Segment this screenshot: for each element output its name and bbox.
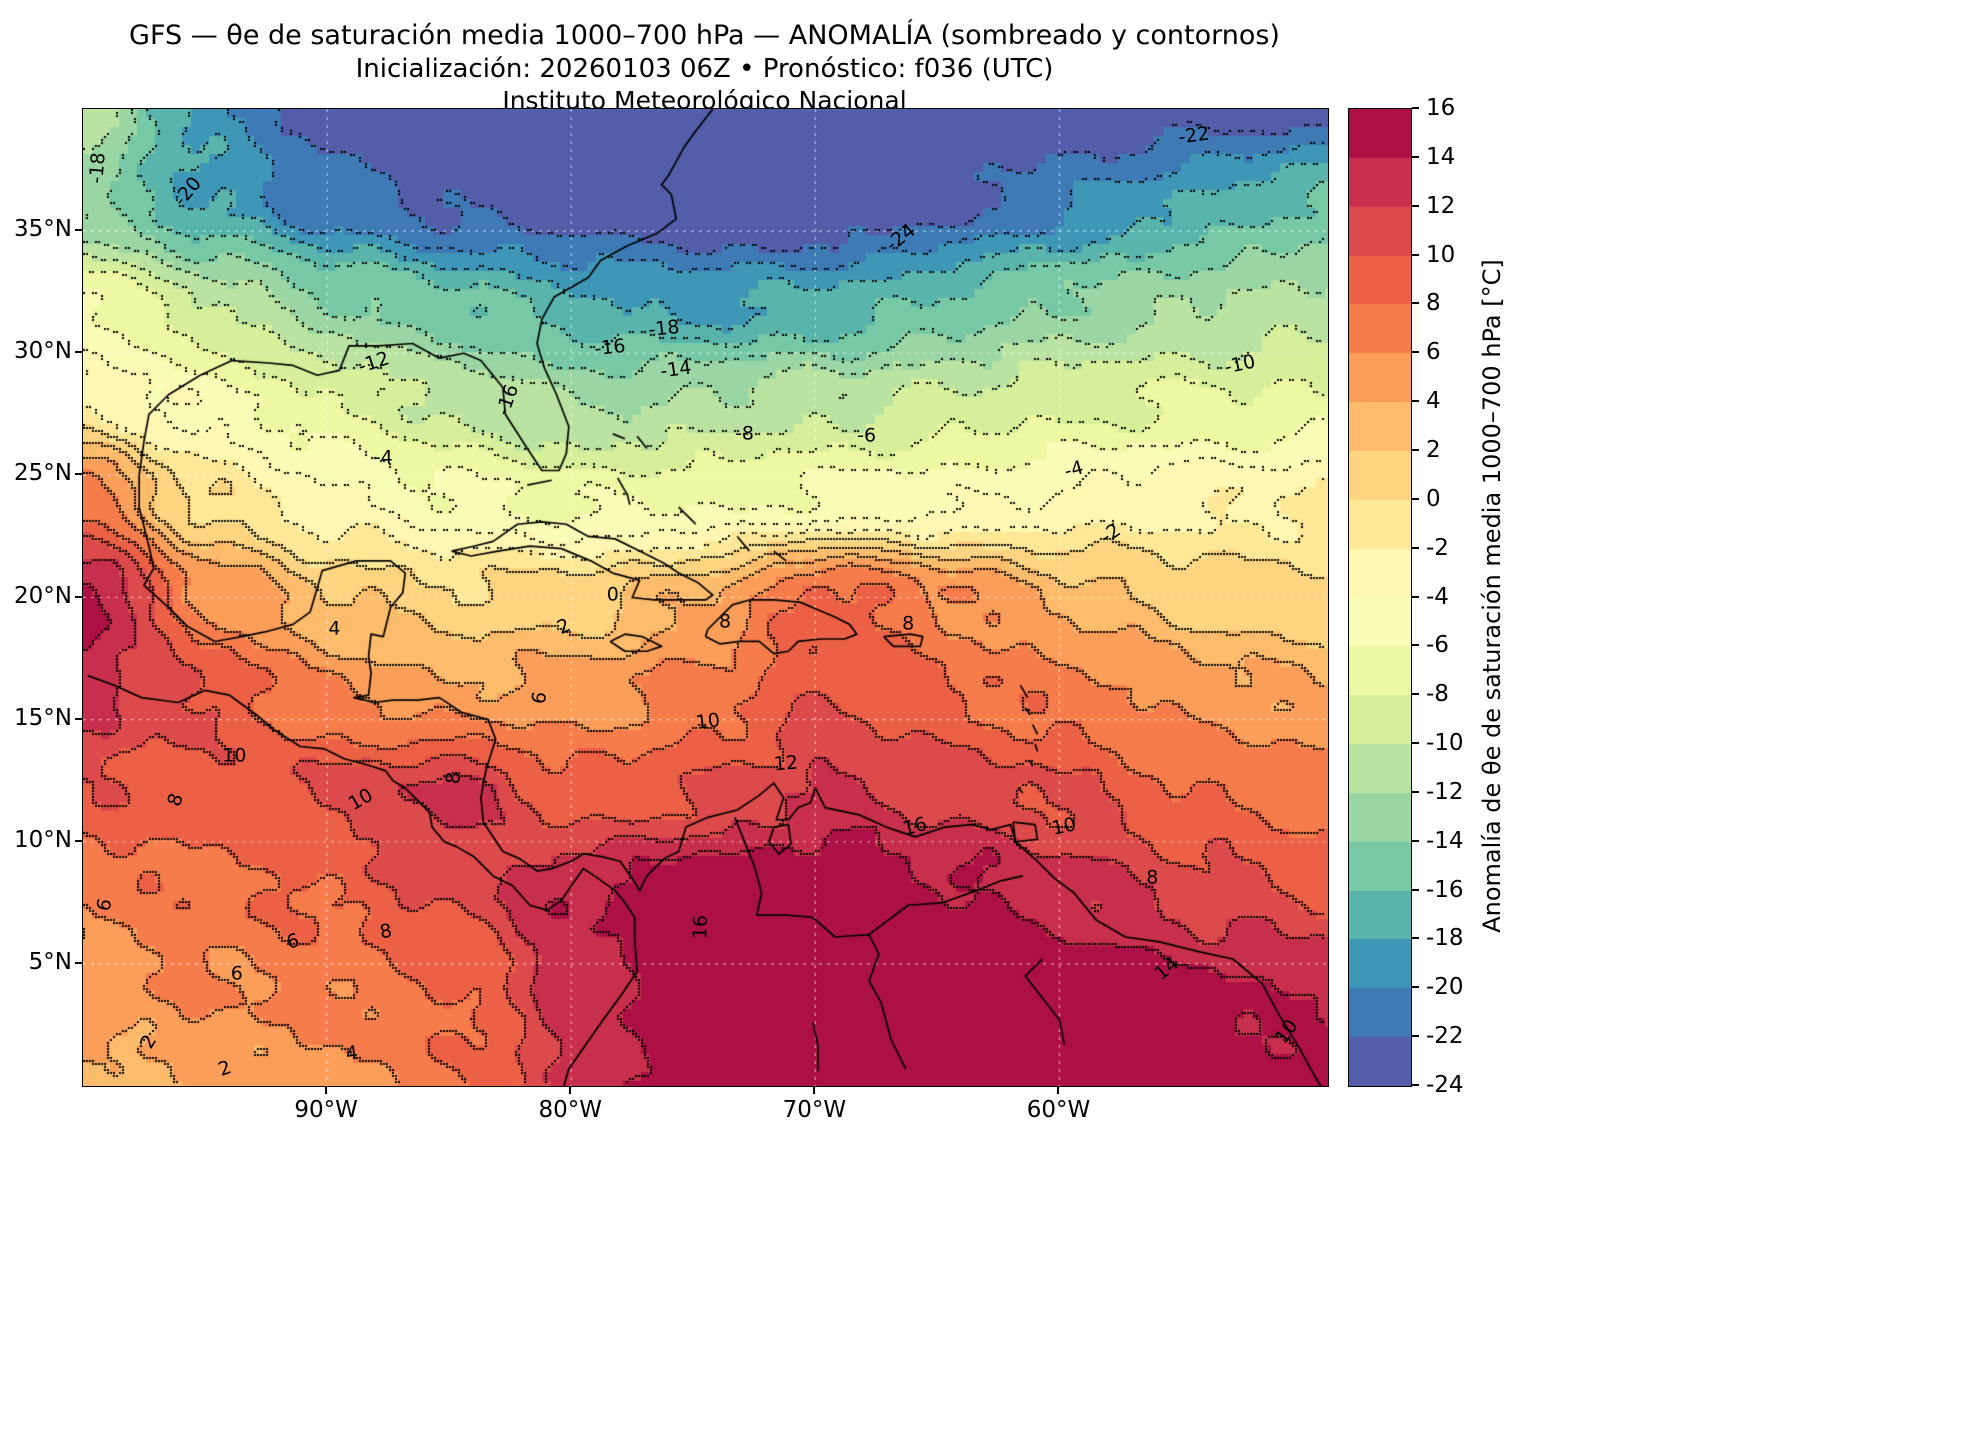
colorbar-band — [1349, 841, 1411, 891]
colorbar-tickmark — [1412, 986, 1419, 989]
colorbar-band — [1349, 743, 1411, 793]
colorbar-tickmark — [1412, 253, 1419, 256]
colorbar-band — [1349, 988, 1411, 1038]
y-axis-tickmark — [75, 473, 83, 476]
colorbar-tickmark — [1412, 107, 1419, 109]
colorbar-tick-label: -14 — [1426, 827, 1464, 854]
colorbar-tickmark — [1412, 742, 1419, 745]
colorbar-tick-label: 12 — [1426, 192, 1456, 219]
colorbar-tickmark — [1412, 693, 1419, 696]
colorbar-tick-label: 0 — [1426, 485, 1441, 512]
colorbar-tick-label: 2 — [1426, 436, 1441, 463]
chart-subtitle: Inicialización: 20260103 06Z • Pronóstic… — [355, 54, 1054, 84]
colorbar-tickmark — [1412, 1035, 1419, 1038]
y-axis-tick-label: 15°N — [14, 704, 72, 731]
x-axis-tickmark — [1057, 1086, 1060, 1094]
y-axis-tick-label: 35°N — [14, 216, 72, 243]
colorbar-tickmark — [1412, 155, 1419, 158]
colorbar-tick-label: -20 — [1426, 974, 1464, 1001]
colorbar-band — [1349, 548, 1411, 598]
colorbar-tick-label: -22 — [1426, 1023, 1464, 1050]
chart-title: GFS — θe de saturación media 1000–700 hP… — [129, 20, 1280, 51]
y-axis-tick-label: 10°N — [14, 826, 72, 853]
colorbar-band — [1349, 157, 1411, 207]
colorbar-band — [1349, 695, 1411, 744]
map-axes: -18 -20 -24 -22 -18 -16 -14 -12 -16 -10 -8 -6 -4 -4 -2… — [82, 108, 1329, 1087]
colorbar-band — [1349, 353, 1411, 403]
colorbar-label: Anomalía de θe de saturación media 1000–… — [1478, 259, 1506, 933]
x-axis-tick-label: 80°W — [538, 1097, 602, 1123]
colorbar-tick-label: -16 — [1426, 876, 1464, 903]
colorbar-band — [1349, 255, 1411, 305]
y-axis-tick-label: 5°N — [28, 948, 72, 975]
y-axis-tickmark — [75, 839, 83, 842]
colorbar-band — [1349, 646, 1411, 696]
y-axis-tickmark — [75, 961, 83, 964]
colorbar-band — [1349, 109, 1411, 158]
colorbar-tickmark — [1412, 497, 1419, 500]
anomaly-field-canvas — [83, 109, 1328, 1086]
colorbar-tickmark — [1412, 302, 1419, 305]
colorbar-tick-label: -12 — [1426, 778, 1464, 805]
y-axis-tick-label: 20°N — [14, 582, 72, 609]
x-axis-tickmark — [325, 1086, 328, 1094]
colorbar-tickmark — [1412, 1084, 1419, 1086]
colorbar-band — [1349, 450, 1411, 500]
colorbar-band — [1349, 1037, 1411, 1086]
y-axis-tickmark — [75, 351, 83, 354]
x-axis-tick-label: 60°W — [1026, 1097, 1091, 1123]
colorbar-tick-label: 16 — [1426, 95, 1456, 121]
x-axis-tickmark — [569, 1086, 572, 1094]
colorbar-band — [1349, 402, 1411, 451]
colorbar-band — [1349, 890, 1411, 940]
colorbar-tick-label: -10 — [1426, 730, 1464, 757]
colorbar-tick-label: 8 — [1426, 290, 1441, 317]
colorbar-tickmark — [1412, 204, 1419, 207]
colorbar-tickmark — [1412, 888, 1419, 891]
colorbar-tick-label: -2 — [1426, 534, 1449, 561]
y-axis-tick-label: 25°N — [14, 460, 72, 487]
colorbar-tick-label: 4 — [1426, 388, 1441, 415]
colorbar-band — [1349, 206, 1411, 256]
colorbar-tick-label: -8 — [1426, 681, 1449, 708]
colorbar-tickmark — [1412, 839, 1419, 842]
colorbar-tickmark — [1412, 790, 1419, 793]
colorbar-tick-label: 14 — [1426, 143, 1456, 170]
colorbar-tick-label: -24 — [1426, 1072, 1464, 1098]
colorbar-tickmark — [1412, 644, 1419, 647]
colorbar-tick-label: -6 — [1426, 632, 1449, 659]
y-axis-tick-label: 30°N — [14, 338, 72, 365]
colorbar-band — [1349, 597, 1411, 647]
colorbar — [1348, 108, 1412, 1087]
colorbar-band — [1349, 792, 1411, 842]
colorbar-band — [1349, 304, 1411, 354]
x-axis-tickmark — [813, 1086, 816, 1094]
colorbar-tickmark — [1412, 595, 1419, 598]
colorbar-tick-label: 10 — [1426, 241, 1456, 268]
x-axis-tick-label: 70°W — [782, 1097, 847, 1123]
colorbar-band — [1349, 939, 1411, 989]
colorbar-tick-label: 6 — [1426, 339, 1441, 366]
colorbar-tickmark — [1412, 448, 1419, 451]
colorbar-tickmark — [1412, 400, 1419, 403]
colorbar-tick-label: -4 — [1426, 583, 1449, 610]
y-axis-tickmark — [75, 229, 83, 232]
colorbar-tickmark — [1412, 351, 1419, 354]
colorbar-tickmark — [1412, 546, 1419, 549]
colorbar-tickmark — [1412, 937, 1419, 940]
x-axis-tick-label: 90°W — [294, 1097, 358, 1123]
colorbar-band — [1349, 499, 1411, 549]
colorbar-tick-label: -18 — [1426, 925, 1464, 952]
y-axis-tickmark — [75, 595, 83, 598]
y-axis-tickmark — [75, 717, 83, 720]
